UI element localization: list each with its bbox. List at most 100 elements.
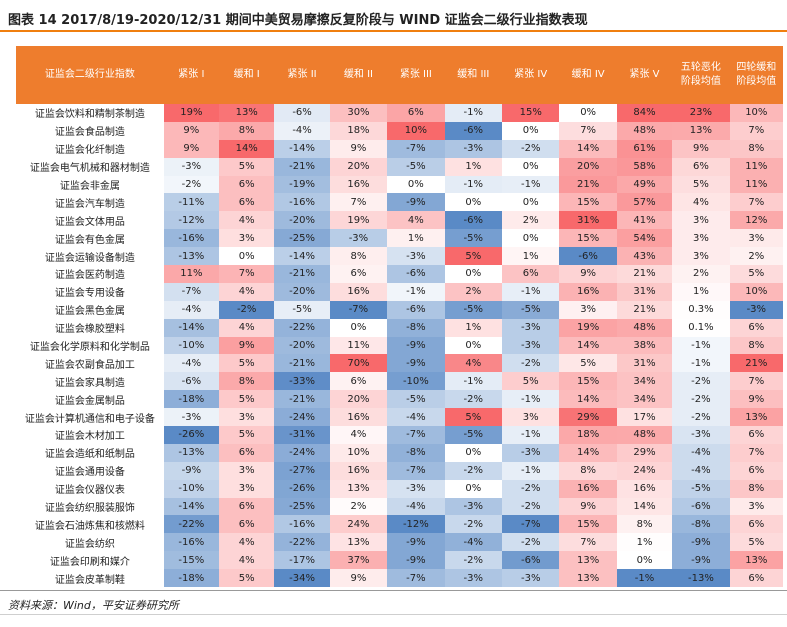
title-bar: 图表 14 2017/8/19-2020/12/31 期间中美贸易摩擦反复阶段与… [0, 4, 787, 32]
value-cell: 0% [502, 157, 560, 176]
value-cell: 13% [729, 551, 783, 570]
value-cell: 10% [729, 104, 783, 122]
value-cell: -9% [672, 551, 730, 570]
table-row: 证监会专用设备 -7% 4% -20% 16% -1% 2% -1% 16% 31% 1% 10% [16, 282, 783, 301]
value-cell: -16% [274, 193, 330, 212]
value-cell: 13% [559, 551, 617, 570]
value-cell: 7% [559, 121, 617, 140]
value-cell: 9% [672, 139, 730, 158]
value-cell: -3% [672, 426, 730, 444]
value-cell: 49% [616, 175, 673, 194]
value-cell: 0% [444, 265, 502, 283]
table-row: 证监会皮革制鞋 -18% 5% -34% 9% -7% -3% -3% 13% -1% -13% 6% [16, 569, 783, 588]
value-cell: 18% [559, 426, 617, 444]
value-cell: 0.3% [672, 300, 730, 319]
value-cell: -1% [672, 354, 730, 373]
industry-name-cell: 证监会橡胶塑料 [54, 324, 125, 336]
value-cell: -9% [387, 193, 445, 212]
value-cell: 8% [329, 247, 388, 266]
value-cell: -2% [219, 300, 275, 319]
value-cell: 43% [616, 247, 673, 266]
industry-name-cell: 证监会印刷和媒介 [49, 556, 130, 568]
value-cell: -26% [274, 479, 330, 498]
value-cell: -2% [444, 551, 502, 570]
value-cell: 0% [444, 193, 502, 212]
value-cell: -7% [387, 426, 445, 444]
value-cell: 3% [729, 497, 783, 516]
table-row: 证监会木材加工 -26% 5% -31% 4% -7% -5% -1% 18% 48% -3% 6% [16, 426, 783, 444]
value-cell: 4% [672, 193, 730, 212]
value-cell: 6% [729, 318, 783, 337]
column-header: 紧张 IV [502, 46, 560, 104]
value-cell: 19% [329, 211, 388, 230]
value-cell: -2% [444, 461, 502, 480]
value-cell: -7% [329, 300, 388, 319]
value-cell: -22% [274, 318, 330, 337]
value-cell: -4% [672, 461, 730, 480]
industry-name-cell: 证监会通用设备 [54, 467, 125, 479]
value-cell: 48% [616, 426, 673, 444]
value-cell: 7% [729, 443, 783, 462]
column-header: 缓和 III [444, 46, 502, 104]
value-cell: -16% [163, 533, 220, 552]
industry-name-cell: 证监会皮革制鞋 [54, 574, 125, 586]
value-cell: 34% [616, 372, 673, 391]
value-cell: 70% [329, 354, 388, 373]
value-cell: -3% [163, 157, 220, 176]
industry-index-table: 证监会二级行业指数 紧张 I 缓和 I 紧张 II 缓和 II 紧张 III 缓和 III 紧… [16, 46, 783, 588]
industry-name-cell: 证监会文体用品 [54, 216, 125, 228]
value-cell: 3% [672, 211, 730, 230]
value-cell: -3% [387, 479, 445, 498]
value-cell: -3% [387, 247, 445, 266]
source-note: 资料来源：Wind，平安证券研究所 [8, 599, 179, 612]
value-cell: 5% [502, 372, 560, 391]
value-cell: 38% [616, 336, 673, 355]
value-cell: 3% [672, 247, 730, 266]
value-cell: -1% [502, 461, 560, 480]
value-cell: -11% [163, 193, 220, 212]
value-cell: -9% [672, 533, 730, 552]
value-cell: 21% [559, 175, 617, 194]
value-cell: -21% [274, 390, 330, 409]
value-cell: -8% [387, 318, 445, 337]
table-row: 证监会纺织 -16% 4% -22% 13% -9% -4% -2% 7% 1% -9% 5% [16, 533, 783, 552]
value-cell: 19% [559, 318, 617, 337]
table-row: 证监会化纤制造 9% 14% -14% 9% -7% -3% -2% 14% 61% 9% 8% [16, 139, 783, 158]
value-cell: -5% [444, 229, 502, 248]
value-cell: -2% [444, 515, 502, 534]
value-cell: 1% [387, 229, 445, 248]
value-cell: 0% [502, 121, 560, 140]
value-cell: -6% [559, 247, 617, 266]
value-cell: 2% [672, 265, 730, 283]
value-cell: -2% [502, 139, 560, 158]
value-cell: 4% [219, 533, 275, 552]
value-cell: -19% [274, 175, 330, 194]
value-cell: -5% [387, 390, 445, 409]
value-cell: -34% [274, 569, 330, 588]
value-cell: 2% [502, 211, 560, 230]
value-cell: 6% [219, 193, 275, 212]
value-cell: 20% [329, 157, 388, 176]
value-cell: -1% [502, 175, 560, 194]
value-cell: 3% [559, 300, 617, 319]
value-cell: 16% [616, 479, 673, 498]
value-cell: -2% [444, 390, 502, 409]
value-cell: -16% [163, 229, 220, 248]
value-cell: 0% [616, 551, 673, 570]
value-cell: -31% [274, 426, 330, 444]
value-cell: 14% [616, 497, 673, 516]
value-cell: 2% [729, 247, 783, 266]
value-cell: 24% [616, 461, 673, 480]
value-cell: 5% [219, 569, 275, 588]
value-cell: -7% [502, 515, 560, 534]
value-cell: 15% [559, 229, 617, 248]
value-cell: 14% [219, 139, 275, 158]
value-cell: 6% [219, 497, 275, 516]
value-cell: 4% [329, 426, 388, 444]
value-cell: 3% [219, 461, 275, 480]
value-cell: 0% [502, 229, 560, 248]
value-cell: 8% [219, 121, 275, 140]
table-row: 证监会通用设备 -9% 3% -27% 16% -7% -2% -1% 8% 24% -4% 6% [16, 461, 783, 480]
table-row: 证监会医药制造 11% 7% -21% 6% -6% 0% 6% 9% 21% 2% 5% [16, 265, 783, 283]
value-cell: -7% [163, 282, 220, 301]
